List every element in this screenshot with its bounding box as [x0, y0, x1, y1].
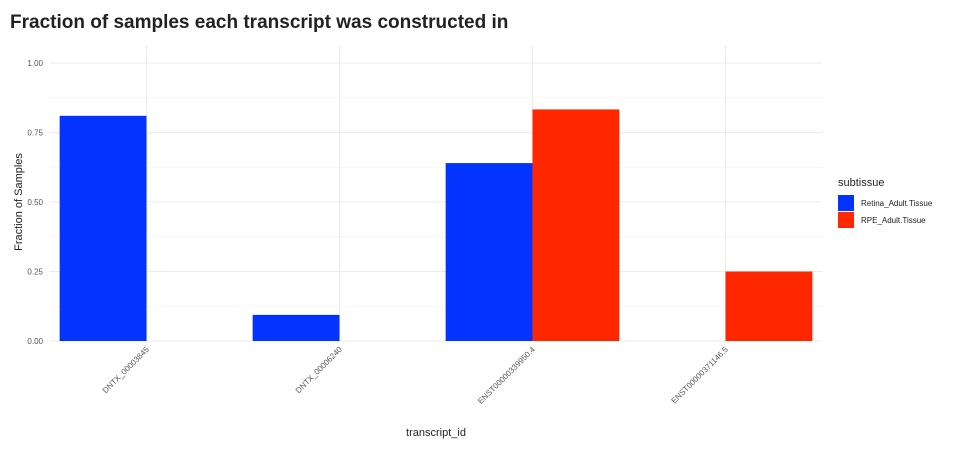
legend-key-0: [838, 195, 854, 211]
legend-key-1: [838, 212, 854, 228]
y-tick-label: 0.25: [27, 268, 43, 277]
x-tick-label: DNTX_00003845: [101, 345, 151, 395]
chart-title: Fraction of samples each transcript was …: [10, 12, 509, 33]
x-tick-label: DNTX_00006240: [294, 345, 344, 395]
y-tick-label: 0.50: [27, 198, 43, 207]
y-tick-label: 1.00: [27, 59, 43, 68]
bar-rpe-adult-tissue-3: [725, 271, 813, 341]
grid-lines: [50, 46, 822, 342]
bar-retina-adult-tissue-1: [252, 314, 340, 341]
x-axis-title: transcript_id: [406, 427, 466, 439]
legend-label-1: RPE_Adult.Tissue: [861, 216, 926, 225]
legend: subtissue Retina_Adult.Tissue RPE_Adult.T…: [838, 177, 933, 228]
bars: [59, 109, 813, 342]
y-axis-ticks: 0.00 0.25 0.50 0.75 1.00: [27, 59, 43, 346]
x-axis-ticks: DNTX_00003845 DNTX_00006240 ENST0000033995…: [101, 345, 730, 406]
legend-label-0: Retina_Adult.Tissue: [861, 199, 933, 208]
legend-title: subtissue: [838, 177, 884, 189]
y-axis-title: Fraction of Samples: [13, 153, 25, 251]
y-tick-label: 0.00: [27, 337, 43, 346]
bar-rpe-adult-tissue-2: [532, 109, 620, 342]
bar-retina-adult-tissue-0: [59, 115, 147, 341]
y-tick-label: 0.75: [27, 129, 43, 138]
x-tick-label: ENST00000371146.5: [670, 345, 731, 406]
bar-retina-adult-tissue-2: [445, 163, 533, 341]
x-tick-label: ENST00000339950.4: [476, 345, 537, 406]
